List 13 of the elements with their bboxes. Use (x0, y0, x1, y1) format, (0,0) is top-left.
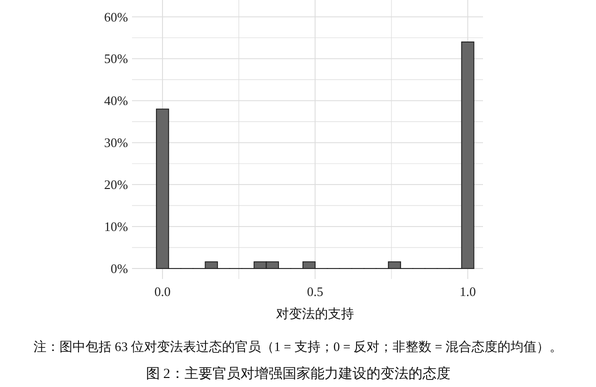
caption: 图 2：主要官员对增强国家能力建设的变法的态度 (146, 366, 450, 382)
y-tick-label: 60% (104, 9, 128, 24)
x-axis-title: 对变法的支持 (276, 306, 354, 321)
x-tick-label: 0.5 (307, 284, 324, 299)
y-tick-label: 30% (104, 135, 128, 150)
y-tick-label: 0% (110, 261, 128, 276)
y-tick-label: 50% (104, 51, 128, 66)
y-tick-label: 40% (104, 93, 128, 108)
y-tick-label: 10% (104, 219, 128, 234)
x-tick-label: 1.0 (460, 284, 476, 299)
y-tick-label: 20% (104, 177, 128, 192)
text: 注：图中包括 63 位对变法表过态的官员（1 = 支持；0 = 反对；非整数 = 混合态度的均值）。 (34, 339, 562, 354)
x-tick-label: 0.0 (154, 284, 171, 299)
